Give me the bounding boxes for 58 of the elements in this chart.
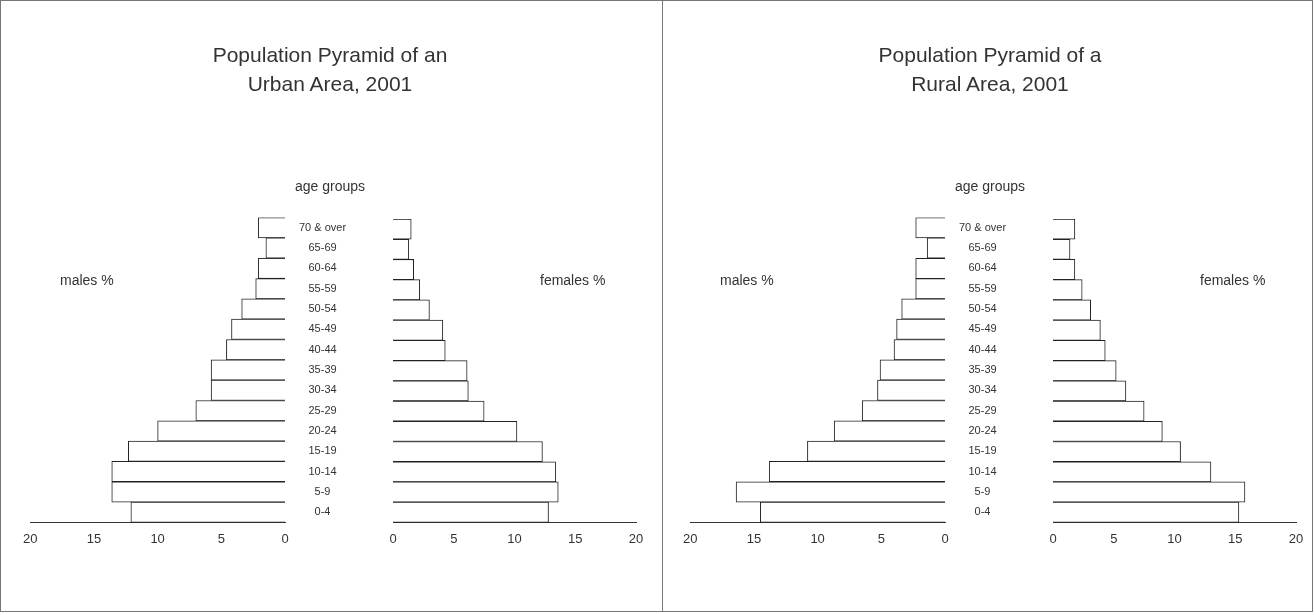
x-tick-label: 5 bbox=[450, 530, 458, 546]
x-tick-label: 15 bbox=[1228, 530, 1243, 546]
y-tick-label: 65-69 bbox=[968, 241, 997, 254]
y-tick-label: 15-19 bbox=[968, 444, 997, 457]
x-tick-label: 0 bbox=[941, 530, 949, 546]
x-tick-label: 15 bbox=[86, 530, 102, 546]
x-tick-label: 5 bbox=[217, 530, 225, 546]
x-tick-label: 0 bbox=[389, 530, 397, 546]
x-tick-label: 10 bbox=[507, 530, 522, 546]
x-axis-title: males % bbox=[720, 272, 774, 288]
y-tick-label: 40-44 bbox=[308, 342, 337, 355]
x-tick-label: 20 bbox=[683, 530, 698, 546]
x-axis-title: females % bbox=[1200, 272, 1266, 288]
y-tick-label: 45-49 bbox=[308, 322, 337, 335]
text: Population Pyramid of an Urban Area, 2001 bbox=[211, 42, 449, 97]
y-axis-title: age groups bbox=[293, 178, 367, 194]
x-tick-label: 0 bbox=[281, 530, 289, 546]
y-tick-label: 30-34 bbox=[968, 383, 997, 396]
y-tick-label: 55-59 bbox=[308, 281, 337, 294]
y-tick-label: 10-14 bbox=[308, 464, 337, 477]
y-tick-label: 55-59 bbox=[968, 281, 997, 294]
y-tick-label: 15-19 bbox=[308, 444, 337, 457]
x-tick-label: 15 bbox=[568, 530, 583, 546]
text: Population Pyramid of a Rural Area, 2001 bbox=[877, 42, 1103, 97]
y-tick-label: 45-49 bbox=[968, 322, 997, 335]
x-tick-label: 0 bbox=[1049, 530, 1057, 546]
y-tick-label: 30-34 bbox=[308, 383, 337, 396]
x-tick-label: 10 bbox=[810, 530, 825, 546]
y-tick-label: 20-24 bbox=[968, 423, 997, 436]
y-tick-label: 50-54 bbox=[308, 302, 337, 315]
y-tick-label: 70 & over bbox=[958, 220, 1007, 233]
x-tick-label: 10 bbox=[1167, 530, 1182, 546]
y-tick-label: 60-64 bbox=[308, 261, 337, 274]
x-tick-label: 20 bbox=[1288, 530, 1304, 546]
x-axis-title: females % bbox=[540, 272, 606, 288]
x-tick-label: 15 bbox=[746, 530, 762, 546]
y-tick-label: 65-69 bbox=[308, 241, 337, 254]
y-tick-label: 70 & over bbox=[298, 220, 347, 233]
y-tick-label: 35-39 bbox=[308, 363, 337, 376]
y-tick-label: 5-9 bbox=[974, 484, 991, 497]
y-tick-label: 40-44 bbox=[968, 342, 997, 355]
y-tick-label: 20-24 bbox=[308, 423, 337, 436]
y-tick-label: 5-9 bbox=[314, 484, 331, 497]
y-tick-label: 0-4 bbox=[974, 505, 991, 518]
y-tick-label: 50-54 bbox=[968, 302, 997, 315]
x-tick-label: 5 bbox=[1110, 530, 1118, 546]
x-tick-label: 20 bbox=[628, 530, 644, 546]
x-tick-label: 5 bbox=[877, 530, 885, 546]
y-tick-label: 35-39 bbox=[968, 363, 997, 376]
y-tick-label: 10-14 bbox=[968, 464, 997, 477]
y-axis-title: age groups bbox=[953, 178, 1027, 194]
x-axis-title: males % bbox=[60, 272, 114, 288]
y-tick-label: 60-64 bbox=[968, 261, 997, 274]
y-tick-label: 25-29 bbox=[968, 403, 997, 416]
y-tick-label: 25-29 bbox=[308, 403, 337, 416]
x-tick-label: 20 bbox=[23, 530, 38, 546]
y-tick-label: 0-4 bbox=[314, 505, 331, 518]
x-tick-label: 10 bbox=[150, 530, 165, 546]
